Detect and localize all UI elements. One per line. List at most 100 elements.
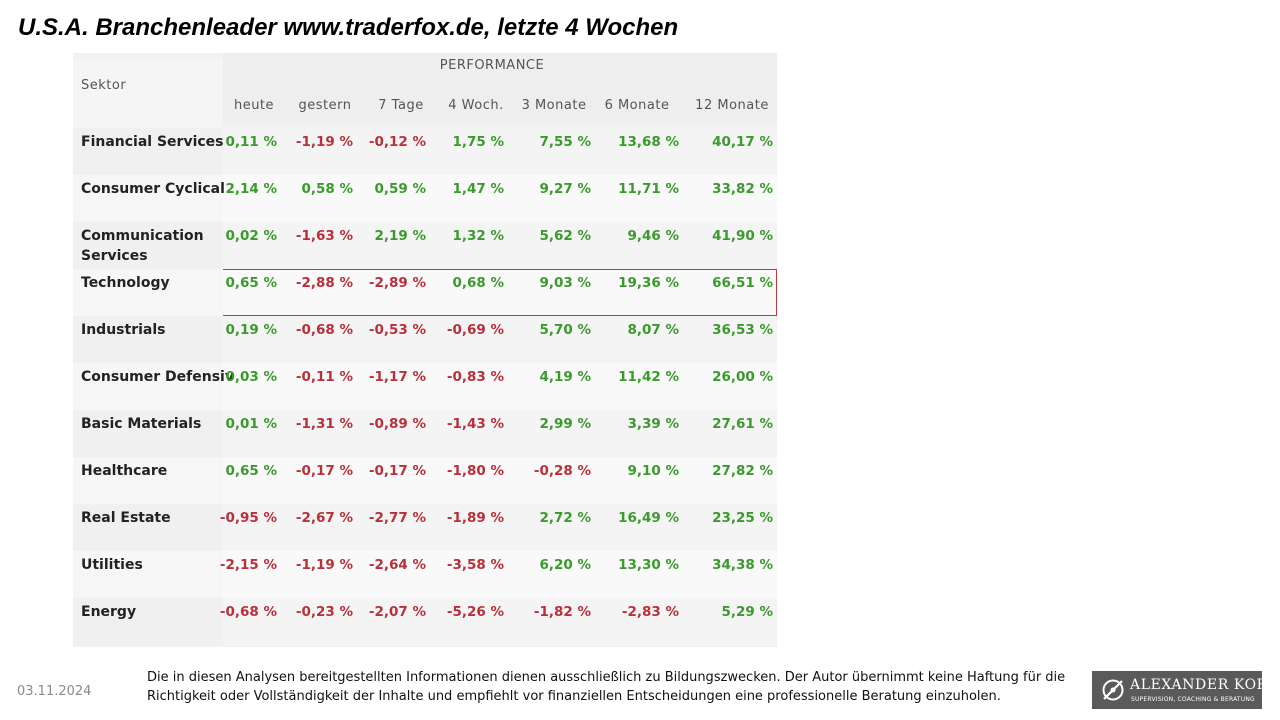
value-cell: 0,03 % [225, 369, 277, 385]
value-cell: 2,72 % [539, 510, 591, 526]
value-cell: 4,19 % [539, 369, 591, 385]
value-cell: 0,59 % [374, 181, 426, 197]
sector-name: Consumer Defensiv [81, 369, 234, 385]
value-cell: -0,69 % [446, 322, 504, 338]
value-cell: -1,63 % [295, 228, 353, 244]
value-cell: -0,83 % [446, 369, 504, 385]
value-cell: 5,62 % [539, 228, 591, 244]
value-cell: 11,71 % [618, 181, 679, 197]
value-cell: 2,99 % [539, 416, 591, 432]
value-cell: 9,10 % [627, 463, 679, 479]
table-row: Real Estate -0,95 % -2,67 % -2,77 % -1,89 % 2… [73, 504, 777, 551]
sector-name: Energy [81, 604, 137, 620]
value-cell: -1,17 % [368, 369, 426, 385]
value-cell: -1,19 % [295, 557, 353, 573]
value-cell: -3,58 % [446, 557, 504, 573]
column-header-6: 6 Monate [604, 98, 670, 113]
value-cell: -1,82 % [533, 604, 591, 620]
value-cell: -1,80 % [446, 463, 504, 479]
performance-header-cell [223, 53, 777, 125]
sector-cell [73, 269, 223, 316]
column-header-2: gestern [298, 98, 352, 113]
value-cell: 0,65 % [225, 275, 277, 291]
value-cell: 41,90 % [712, 228, 773, 244]
sector-cell [73, 316, 223, 363]
column-header-3: 7 Tage [378, 98, 424, 113]
sector-name: Technology [81, 275, 170, 291]
value-cell: 13,68 % [618, 134, 679, 150]
sector-name: Industrials [81, 322, 166, 338]
sector-name: Healthcare [81, 463, 168, 479]
sector-cell [73, 410, 223, 457]
table-row: Energy -0,68 % -0,23 % -2,07 % -5,26 % -1,82 … [73, 598, 777, 645]
value-cell: -1,89 % [446, 510, 504, 526]
value-cell: 23,25 % [712, 510, 773, 526]
sector-name: Financial Services [81, 134, 224, 150]
sector-name: Utilities [81, 557, 143, 573]
value-cell: 27,61 % [712, 416, 773, 432]
sector-name: Real Estate [81, 510, 171, 526]
value-cell: 9,03 % [539, 275, 591, 291]
value-cell: 11,42 % [618, 369, 679, 385]
sector-name: Basic Materials [81, 416, 202, 432]
value-cell: 0,65 % [225, 463, 277, 479]
footer-date: 03.11.2024 [17, 684, 92, 699]
company-logo: Alexander Korn SUPERVISION, COACHING & B… [1092, 671, 1280, 709]
logo-name: Alexander Korn [1130, 677, 1280, 693]
table-row: Healthcare 0,65 % -0,17 % -0,17 % -1,80 % -0,… [73, 457, 777, 504]
table-row: Communication Services 0,02 % -1,63 % 2,19 … [73, 222, 777, 269]
value-cell: 36,53 % [712, 322, 773, 338]
sector-cell [73, 128, 223, 175]
column-header-4: 4 Woch. [448, 98, 504, 113]
disclaimer-line-2: Richtigkeit oder Vollständigkeit der Inh… [147, 689, 1001, 704]
sector-cell [73, 175, 223, 222]
value-cell: 2,14 % [225, 181, 277, 197]
sector-cell [73, 457, 223, 504]
value-cell: -2,77 % [368, 510, 426, 526]
value-cell: -0,17 % [368, 463, 426, 479]
disclaimer-line-1: Die in diesen Analysen bereitgestellten … [147, 670, 1066, 685]
column-header-7: 12 Monate [695, 98, 769, 113]
logo-tagline: SUPERVISION, COACHING & BERATUNG [1131, 696, 1255, 703]
footer-disclaimer: Die in diesen Analysen bereitgestellten … [147, 668, 1077, 706]
value-cell: -2,15 % [219, 557, 277, 573]
value-cell: 27,82 % [712, 463, 773, 479]
value-cell: -2,83 % [621, 604, 679, 620]
value-cell: -0,53 % [368, 322, 426, 338]
sector-cell [73, 222, 223, 269]
value-cell: -2,88 % [295, 275, 353, 291]
value-cell: 6,20 % [539, 557, 591, 573]
sector-name: Communication Services [81, 228, 204, 264]
value-cell: -1,31 % [295, 416, 353, 432]
value-cell: 34,38 % [712, 557, 773, 573]
value-cell: 0,02 % [225, 228, 277, 244]
value-cell: 5,70 % [539, 322, 591, 338]
value-cell: -0,95 % [219, 510, 277, 526]
value-cell: -0,28 % [533, 463, 591, 479]
sector-cell [73, 363, 223, 410]
value-cell: 0,58 % [301, 181, 353, 197]
value-cell: -2,64 % [368, 557, 426, 573]
value-cell: 66,51 % [712, 275, 773, 291]
table-row: Utilities -2,15 % -1,19 % -2,64 % -3,58 % 6,2… [73, 551, 777, 598]
value-cell: 2,19 % [374, 228, 426, 244]
table-row: Financial Services 0,11 % -1,19 % -0,12 % 1,… [73, 128, 777, 175]
table-row: Consumer Defensiv 0,03 % -0,11 % -1,17 % -0,… [73, 363, 777, 410]
performance-group-header: PERFORMANCE [439, 58, 545, 73]
value-cell: -2,67 % [295, 510, 353, 526]
value-cell: -0,23 % [295, 604, 353, 620]
value-cell: -0,89 % [368, 416, 426, 432]
value-cell: -0,11 % [295, 369, 353, 385]
value-cell: -1,43 % [446, 416, 504, 432]
slide-title: U.S.A. Branchenleader www.traderfox.de, … [18, 14, 679, 41]
value-cell: 13,30 % [618, 557, 679, 573]
value-cell: 40,17 % [712, 134, 773, 150]
value-cell: -0,17 % [295, 463, 353, 479]
value-cell: 0,11 % [225, 134, 277, 150]
sector-name: Consumer Cyclical [81, 181, 225, 197]
sector-cell [73, 598, 223, 645]
value-cell: 1,47 % [452, 181, 504, 197]
value-cell: 9,46 % [627, 228, 679, 244]
sector-cell [73, 551, 223, 598]
value-cell: 0,19 % [225, 322, 277, 338]
